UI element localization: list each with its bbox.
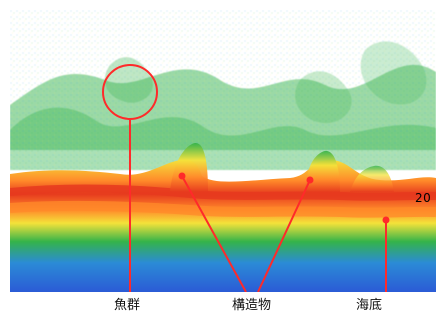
- fish-school-circle: [102, 64, 158, 120]
- depth-marker: 20: [415, 191, 432, 205]
- structure-leader-line-left: [181, 175, 247, 292]
- structure-point-right: [306, 176, 314, 184]
- structure-caption: 構造物: [232, 298, 272, 313]
- leader-points: [178, 172, 390, 224]
- bottom-returns: [10, 143, 436, 292]
- leader-lines: [129, 120, 387, 292]
- fish-school-caption: 魚群: [114, 298, 141, 313]
- structure-point-left: [178, 172, 186, 180]
- seabed-point: [382, 216, 390, 224]
- structure-leader-line-right: [257, 179, 311, 292]
- seabed-caption: 海底: [356, 298, 383, 313]
- water-column: [10, 10, 436, 170]
- sonar-image: [10, 10, 436, 292]
